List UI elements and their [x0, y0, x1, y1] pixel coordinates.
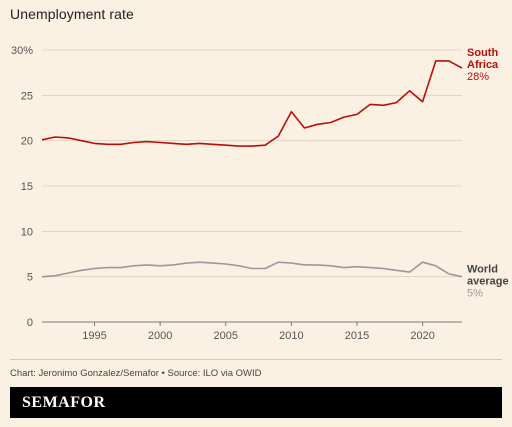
- y-tick-label: 0: [27, 317, 33, 329]
- footer-divider: [10, 359, 502, 360]
- series-end-value: 28%: [467, 71, 489, 83]
- line-chart: 0 5 10 15 20 25 30% 1995 2000 2005 2010 2015 2020 S…: [11, 45, 509, 342]
- y-tick-label: 20: [21, 136, 33, 148]
- chart-title: Unemployment rate: [10, 6, 134, 22]
- series-end-label: average: [467, 276, 509, 288]
- series-end-label: World: [467, 264, 498, 276]
- y-tick-label: 10: [21, 226, 33, 238]
- x-tick-label: 2015: [345, 330, 369, 342]
- y-tick-label: 15: [21, 181, 33, 193]
- series-end-label: Africa: [467, 59, 499, 71]
- y-tick-label: 30%: [11, 45, 33, 57]
- x-axis: 1995 2000 2005 2010 2015 2020: [82, 322, 435, 342]
- series-end-label: South: [467, 47, 498, 59]
- series-line-world-average: [41, 261, 463, 278]
- x-tick-label: 2005: [214, 330, 238, 342]
- x-tick-label: 2000: [148, 330, 172, 342]
- x-tick-label: 2010: [279, 330, 303, 342]
- series-line-south-africa: [41, 60, 463, 147]
- gridlines: [42, 49, 462, 323]
- x-tick-label: 2020: [410, 330, 434, 342]
- brand-bar: SEMAFOR: [10, 387, 502, 418]
- source-note: Chart: Jeronimo Gonzalez/Semafor • Sourc…: [10, 368, 262, 379]
- y-tick-label: 5: [27, 272, 33, 284]
- y-tick-label: 25: [21, 90, 33, 102]
- brand-logo: SEMAFOR: [22, 394, 106, 411]
- x-tick-label: 1995: [82, 330, 106, 342]
- y-axis: 0 5 10 15 20 25 30%: [11, 45, 33, 329]
- series-end-value: 5%: [467, 288, 483, 300]
- series-lines: [41, 60, 463, 278]
